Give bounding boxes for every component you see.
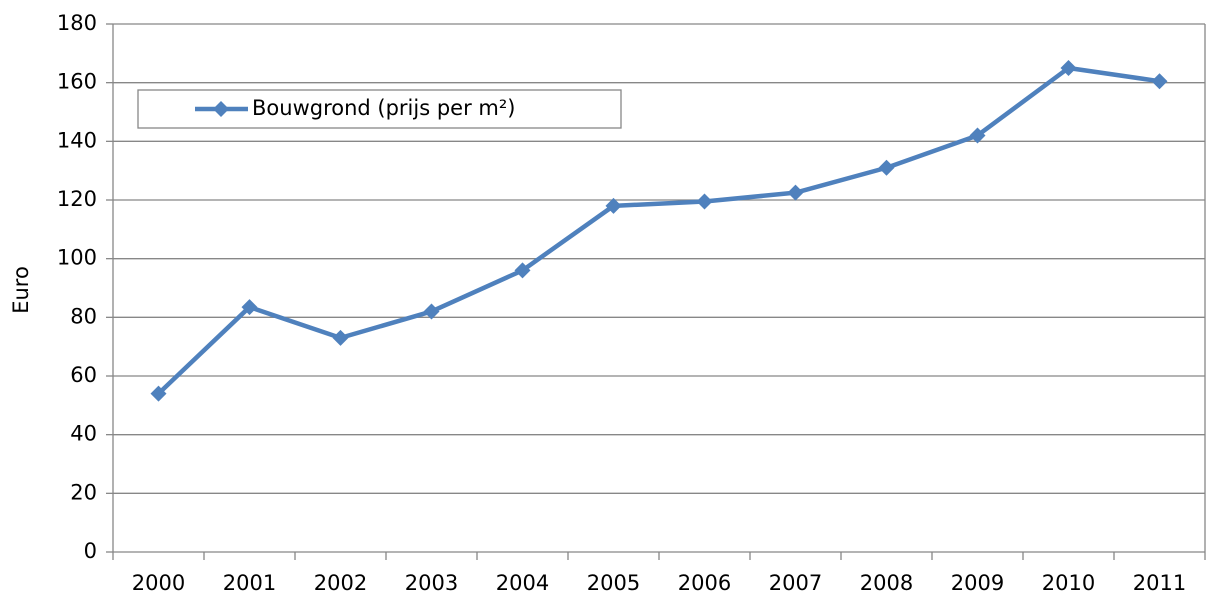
data-point bbox=[514, 262, 531, 279]
x-tick-label: 2011 bbox=[1133, 571, 1186, 595]
data-point bbox=[241, 299, 258, 316]
x-tick-label: 2005 bbox=[587, 571, 640, 595]
x-tick-label: 2007 bbox=[769, 571, 822, 595]
data-point bbox=[332, 329, 349, 346]
data-point bbox=[423, 303, 440, 320]
y-tick-label: 60 bbox=[70, 363, 97, 387]
y-tick-label: 40 bbox=[70, 422, 97, 446]
x-tick-label: 2002 bbox=[314, 571, 367, 595]
data-point bbox=[150, 385, 167, 402]
data-point bbox=[878, 159, 895, 176]
x-tick-label: 2008 bbox=[860, 571, 913, 595]
y-tick-label: 80 bbox=[70, 304, 97, 328]
y-tick-label: 100 bbox=[57, 246, 97, 270]
data-point bbox=[1060, 60, 1077, 76]
series-line bbox=[156, 65, 1160, 396]
x-tick-label: 2009 bbox=[951, 571, 1004, 595]
x-tick-label: 2000 bbox=[132, 571, 185, 595]
x-tick-label: 2010 bbox=[1042, 571, 1095, 595]
y-tick-label: 140 bbox=[57, 128, 97, 152]
data-point bbox=[1151, 73, 1168, 90]
legend-marker bbox=[213, 101, 229, 117]
y-tick-label: 160 bbox=[57, 70, 97, 94]
y-tick-label: 20 bbox=[70, 480, 97, 504]
y-tick-label: 120 bbox=[57, 187, 97, 211]
data-point bbox=[787, 184, 804, 201]
y-tick-label: 180 bbox=[57, 11, 97, 35]
data-point bbox=[605, 197, 622, 214]
x-tick-label: 2001 bbox=[223, 571, 276, 595]
legend-label: Bouwgrond (prijs per m²) bbox=[252, 96, 515, 120]
x-tick-label: 2003 bbox=[405, 571, 458, 595]
x-tick-label: 2006 bbox=[678, 571, 731, 595]
data-point bbox=[969, 127, 986, 144]
data-point bbox=[696, 193, 713, 210]
y-axis-label: Euro bbox=[9, 266, 33, 314]
x-tick-label: 2004 bbox=[496, 571, 549, 595]
y-tick-label: 0 bbox=[84, 539, 97, 563]
